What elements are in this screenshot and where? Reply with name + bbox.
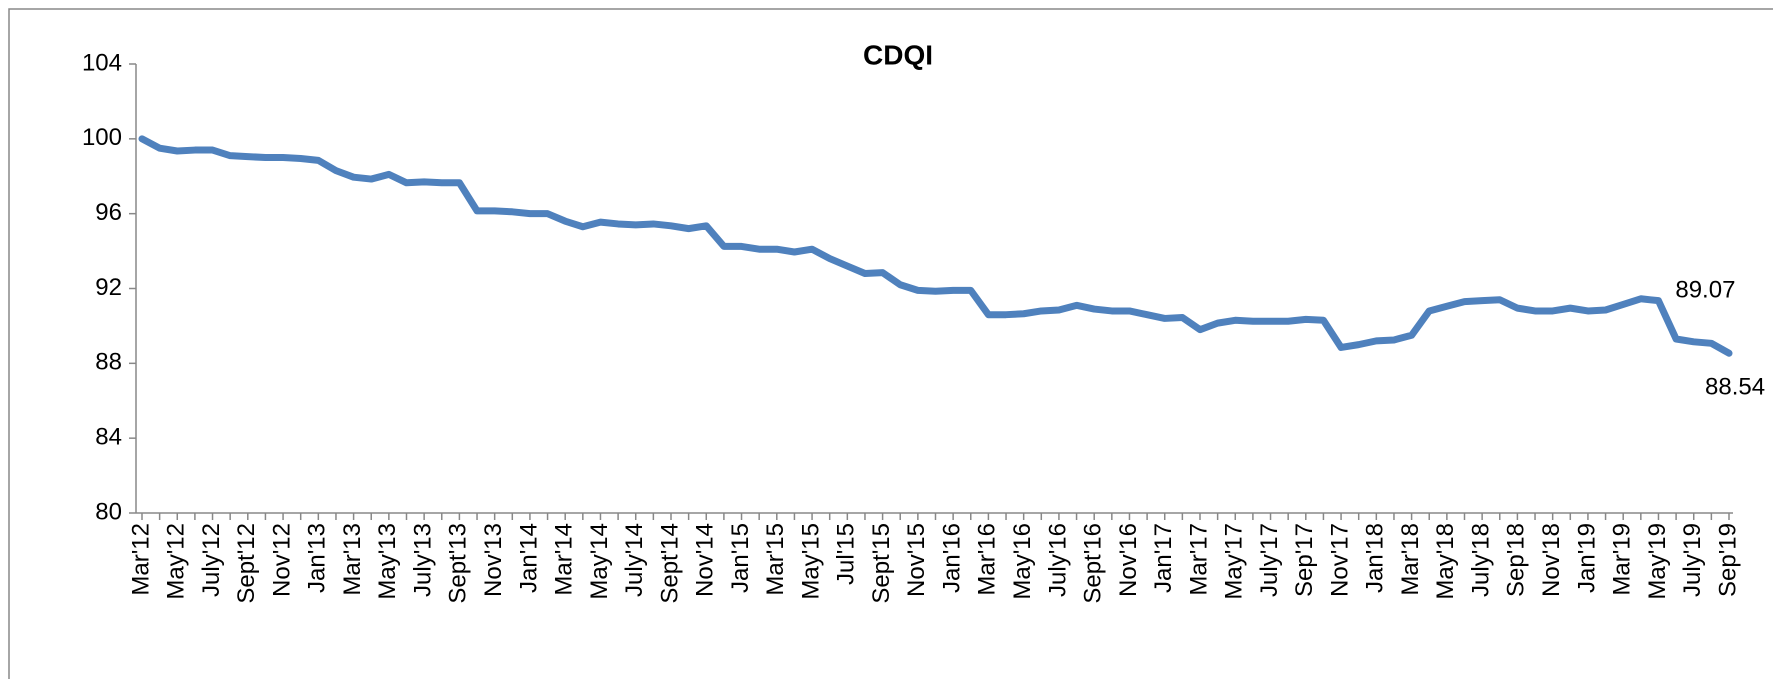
x-tick-label: Jan'13	[304, 523, 331, 593]
x-tick-label: Mar'19	[1609, 523, 1636, 596]
x-tick-label: May'19	[1644, 523, 1671, 600]
y-tick-label: 100	[82, 124, 122, 151]
y-tick-label: 96	[95, 199, 122, 226]
x-tick-label: May'13	[374, 523, 401, 600]
x-tick-label: Mar'18	[1397, 523, 1424, 596]
x-tick-label: Nov'15	[903, 523, 930, 597]
x-tick-label: Jan'17	[1150, 523, 1177, 593]
x-tick-label: Jan'16	[938, 523, 965, 593]
x-tick-label: Mar'14	[551, 523, 578, 596]
x-tick-label: Jan'14	[515, 523, 542, 593]
x-tick-label: Mar'13	[339, 523, 366, 596]
x-tick-label: Nov'12	[268, 523, 295, 597]
y-tick-label: 88	[95, 349, 122, 376]
x-tick-label: July'16	[1044, 523, 1071, 597]
x-tick-label: Sept'14	[656, 523, 683, 604]
x-tick-label: July'14	[621, 523, 648, 597]
data-label: 89.07	[1675, 277, 1735, 304]
x-tick-label: July'13	[409, 523, 436, 597]
x-tick-label: Mar'15	[762, 523, 789, 596]
x-tick-label: Jul'15	[833, 523, 860, 585]
x-tick-label: July'18	[1467, 523, 1494, 597]
data-label: 88.54	[1705, 374, 1765, 401]
x-tick-label: Sep'17	[1291, 523, 1318, 597]
chart-title: CDQI	[863, 39, 933, 70]
y-tick-label: 104	[82, 49, 122, 76]
line-series	[138, 135, 1733, 357]
x-tick-label: Nov'14	[692, 523, 719, 597]
y-tick-label: 80	[95, 498, 122, 525]
x-tick-label: Sept'13	[445, 523, 472, 604]
x-tick-label: May'16	[1009, 523, 1036, 600]
x-tick-label: Mar'12	[127, 523, 154, 596]
x-tick-label: Jan'15	[727, 523, 754, 593]
x-tick-label: Nov'16	[1115, 523, 1142, 597]
x-tick-label: July'12	[198, 523, 225, 597]
x-tick-label: May'15	[797, 523, 824, 600]
x-tick-label: Nov'17	[1326, 523, 1353, 597]
x-tick-label: Nov'18	[1538, 523, 1565, 597]
y-tick-label: 84	[95, 424, 122, 451]
x-tick-label: Mar'16	[974, 523, 1001, 596]
x-tick-label: Nov'13	[480, 523, 507, 597]
x-tick-label: May'18	[1432, 523, 1459, 600]
x-tick-label: Sep'19	[1714, 523, 1741, 597]
x-tick-label: Mar'17	[1185, 523, 1212, 596]
x-tick-label: Sept'12	[233, 523, 260, 604]
x-tick-label: July'17	[1256, 523, 1283, 597]
x-tick-label: May'17	[1221, 523, 1248, 600]
x-tick-label: Jan'19	[1573, 523, 1600, 593]
x-tick-label: May'12	[163, 523, 190, 600]
x-tick-label: Sept'16	[1080, 523, 1107, 604]
x-tick-label: July'19	[1679, 523, 1706, 597]
y-tick-label: 92	[95, 274, 122, 301]
x-tick-label: Sep'18	[1503, 523, 1530, 597]
x-tick-label: May'14	[586, 523, 613, 600]
x-tick-label: Jan'18	[1362, 523, 1389, 593]
chart-frame	[8, 8, 1773, 679]
x-tick-label: Sept'15	[868, 523, 895, 604]
